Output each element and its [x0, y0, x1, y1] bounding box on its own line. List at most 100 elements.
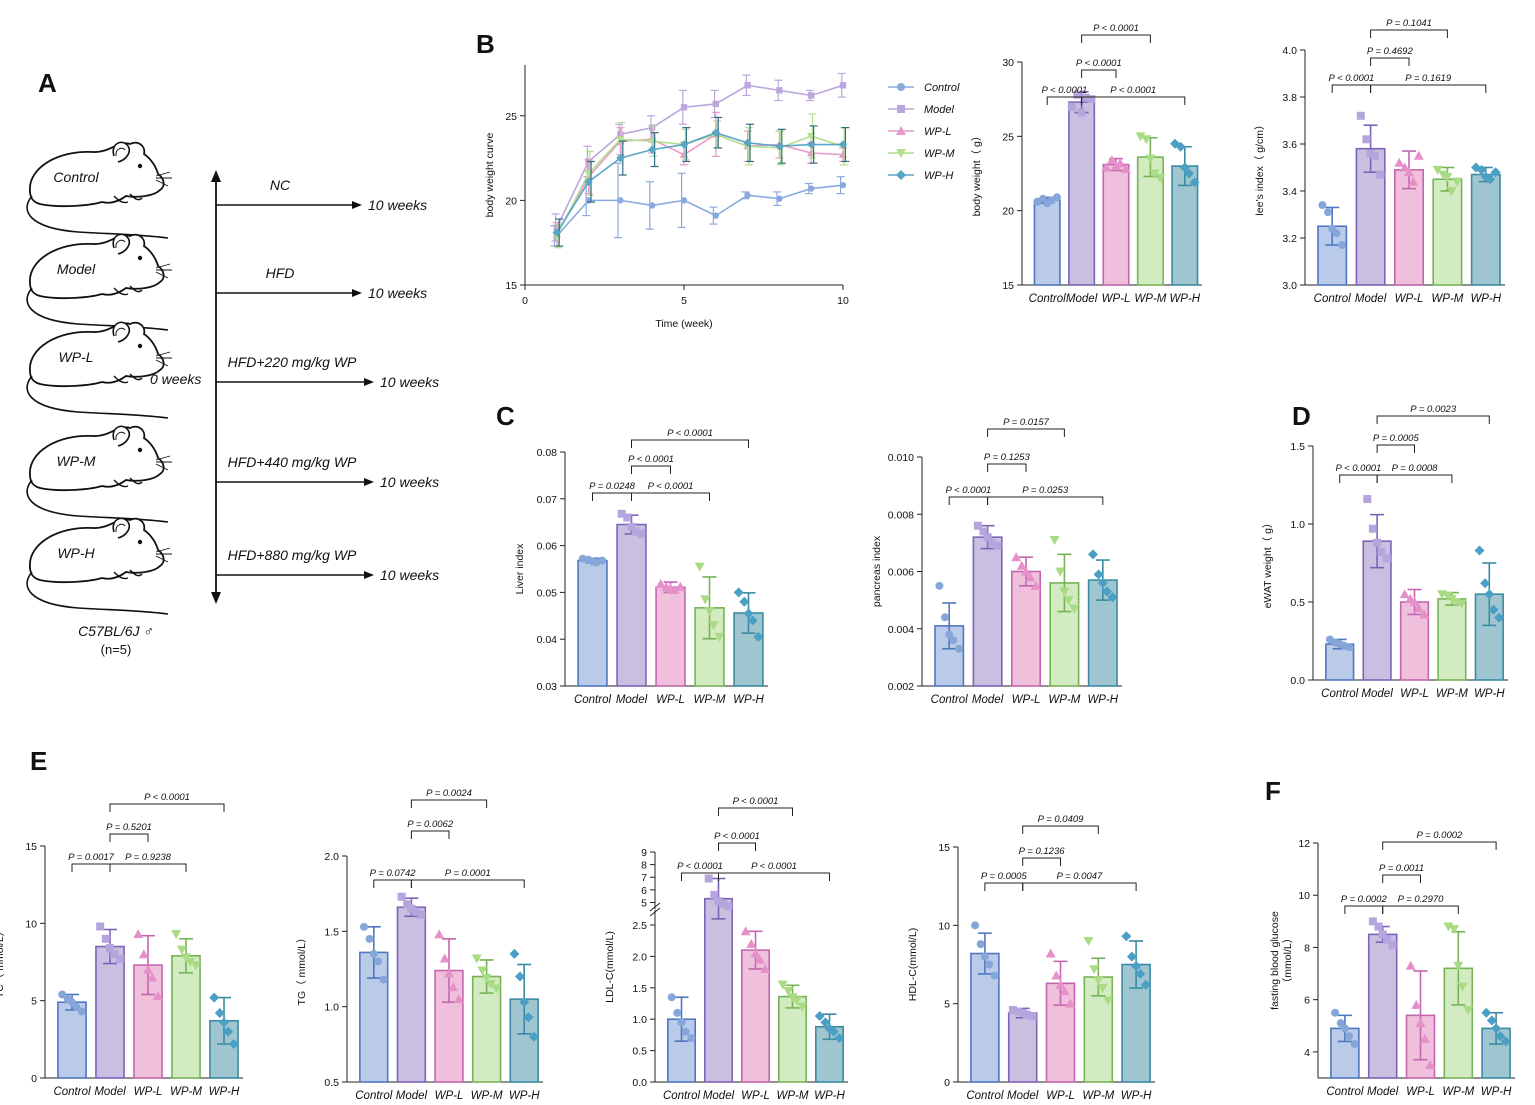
- y-tick-label: 3.2: [1282, 233, 1297, 245]
- significance-bracket: [71, 863, 111, 872]
- data-point: [945, 630, 954, 639]
- data-point: [838, 140, 848, 149]
- y-tick-label: 5: [944, 999, 950, 1011]
- x-tick-label: WP-M: [1436, 688, 1468, 700]
- data-point: [143, 964, 153, 974]
- y-tick-label: 6: [641, 885, 647, 897]
- data-point: [1111, 161, 1121, 171]
- significance-bracket: [1382, 905, 1459, 914]
- data-point: [209, 992, 220, 1003]
- y-tick-label: 0.0: [632, 1077, 647, 1089]
- data-point: [185, 958, 196, 967]
- y-tick-label: 12: [1298, 838, 1310, 850]
- y-tick-label: 30: [1002, 57, 1014, 69]
- data-point: [407, 904, 416, 913]
- x-tick-label: Control: [355, 1090, 393, 1102]
- significance-bracket: [592, 492, 632, 501]
- panel-label-B: B: [476, 29, 495, 59]
- y-tick-label: 0.5: [1290, 597, 1305, 609]
- p-value: P = 0.0253: [1022, 485, 1069, 496]
- x-tick-label: WP-M: [1442, 1086, 1474, 1098]
- mouse-group-label: WP-L: [59, 349, 94, 365]
- data-point: [1399, 589, 1410, 599]
- data-point: [935, 581, 944, 590]
- data-point: [1438, 170, 1449, 180]
- x-tick-label: Control: [53, 1086, 91, 1098]
- x-tick-label: Model: [1066, 293, 1098, 305]
- data-point: [491, 984, 502, 994]
- y-tick-label: 1.5: [1290, 441, 1305, 453]
- bar-Model: [95, 945, 125, 1079]
- y-tick-label: 2.0: [632, 951, 647, 963]
- y-tick-label: 0.006: [888, 567, 914, 579]
- duration-label: 10 weeks: [380, 474, 439, 490]
- data-point: [807, 140, 816, 149]
- data-point: [976, 940, 985, 949]
- data-point: [616, 153, 625, 163]
- data-point: [1485, 174, 1495, 185]
- x-tick-label: WP-L: [1012, 694, 1041, 706]
- p-value: P = 0.0157: [1003, 417, 1050, 428]
- data-point: [740, 926, 751, 936]
- data-point: [760, 963, 771, 973]
- mouse-illustration: Control: [26, 141, 172, 239]
- data-point: [1345, 643, 1354, 652]
- data-point: [1368, 917, 1377, 926]
- legend-label: Model: [924, 104, 955, 116]
- data-point: [1155, 173, 1166, 183]
- data-point: [1059, 587, 1070, 597]
- y-tick-label: 15: [938, 842, 950, 854]
- x-tick-label: Control: [931, 694, 969, 706]
- x-tick-label: WP-L: [1400, 688, 1429, 700]
- p-value: P = 0.0017: [68, 852, 115, 863]
- p-value: P = 0.1619: [1405, 73, 1452, 84]
- significance-bracket: [1376, 444, 1415, 453]
- data-point: [519, 997, 530, 1008]
- data-point: [58, 990, 67, 999]
- data-point: [1363, 495, 1372, 504]
- data-point: [649, 202, 656, 209]
- data-point: [1106, 155, 1117, 165]
- bar-chart-B3: 3.0 3.2 3.4 3.6 3.8 4.0 lee’s index（ g/cm） Cont…: [1254, 18, 1505, 305]
- duration-label: 10 weeks: [380, 374, 439, 390]
- data-point: [1324, 208, 1332, 217]
- data-point: [1088, 549, 1098, 560]
- y-tick-label: 0.002: [888, 681, 914, 693]
- data-point: [1145, 154, 1156, 164]
- y-axis-label: （mmol/L）: [1282, 933, 1294, 988]
- x-tick-label: WP-H: [209, 1086, 240, 1098]
- data-point: [1449, 925, 1460, 935]
- significance-bracket: [631, 465, 671, 474]
- data-point: [1484, 589, 1495, 600]
- data-point: [681, 1027, 690, 1036]
- data-point: [214, 1008, 225, 1019]
- significance-bracket: [948, 496, 989, 505]
- data-point: [714, 897, 723, 906]
- data-point: [775, 142, 784, 151]
- data-point: [1087, 95, 1096, 104]
- significance-bracket: [631, 492, 710, 501]
- data-point: [1443, 922, 1454, 932]
- data-point: [379, 975, 388, 984]
- mouse-body: [29, 233, 165, 300]
- data-point: [106, 944, 114, 953]
- data-point: [453, 994, 464, 1004]
- data-point: [673, 1008, 682, 1017]
- data-point: [96, 922, 105, 931]
- mouse-paws: [113, 569, 143, 580]
- data-point: [171, 930, 182, 940]
- y-axis-label: body weight curve: [484, 133, 496, 218]
- data-point: [1404, 167, 1414, 177]
- data-point: [623, 513, 632, 522]
- significance-bracket: [1081, 34, 1151, 43]
- y-tick-label: 25: [1002, 131, 1014, 143]
- data-point: [637, 529, 646, 538]
- duration-label: 10 weeks: [380, 567, 439, 583]
- data-point: [1332, 229, 1341, 238]
- p-value: P < 0.0001: [144, 792, 190, 803]
- x-tick-label: 0: [522, 295, 528, 307]
- bar-WP-L: [655, 586, 686, 687]
- significance-bracket: [987, 496, 1104, 505]
- y-tick-label: 1.5: [632, 983, 647, 995]
